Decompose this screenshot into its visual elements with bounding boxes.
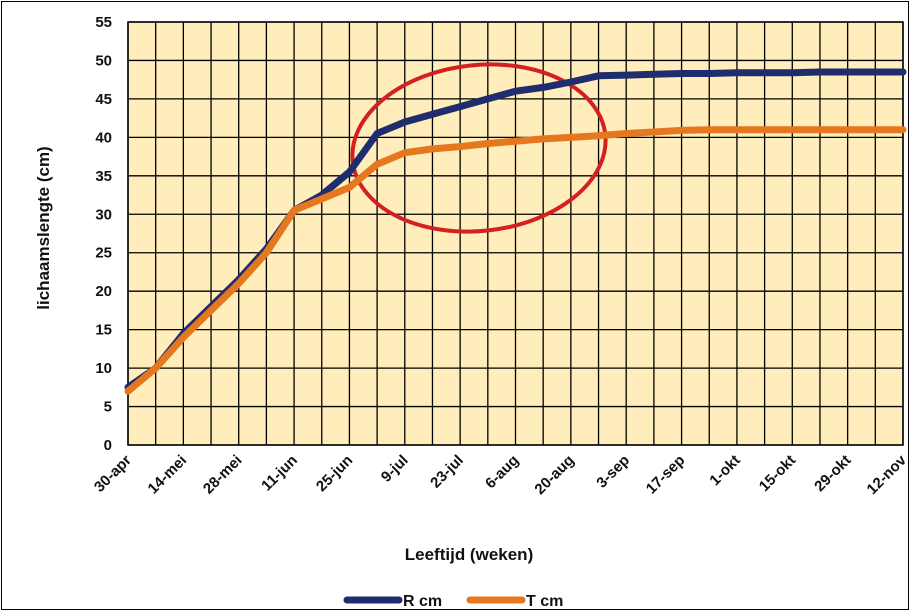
x-tick-label: 3-sep	[593, 452, 633, 492]
y-tick-label: 10	[95, 360, 112, 377]
x-tick-label: 12-nov	[864, 451, 910, 498]
x-tick-label: 20-aug	[531, 452, 577, 498]
x-tick-label: 14-mei	[145, 452, 191, 498]
series-line-t-cm	[124, 126, 907, 395]
x-tick-label: 11-jun	[258, 452, 301, 495]
x-tick-label: 25-jun	[313, 452, 356, 495]
y-tick-label: 15	[95, 322, 112, 339]
legend-label: T cm	[526, 593, 563, 610]
x-tick-label: 29-okt	[811, 452, 854, 495]
series-lines	[124, 68, 907, 395]
y-tick-label: 50	[95, 52, 112, 69]
y-tick-label: 30	[95, 206, 112, 223]
x-tick-label: 28-mei	[200, 452, 246, 498]
x-tick-label: 30-apr	[91, 452, 135, 496]
y-tick-label: 55	[95, 14, 112, 31]
x-axis-title: Leeftijd (weken)	[405, 545, 533, 564]
y-tick-label: 20	[95, 283, 112, 300]
x-tick-label: 1-okt	[706, 452, 743, 489]
y-tick-label: 35	[95, 168, 112, 185]
legend-label: R cm	[403, 593, 442, 610]
y-tick-label: 45	[95, 91, 112, 108]
y-tick-labels: 0 5 10 15 20 25 30 35 40 45 50 55	[95, 14, 112, 454]
y-axis-title: lichaamslengte (cm)	[34, 146, 53, 309]
y-tick-label: 5	[104, 399, 112, 416]
legend: R cm T cm	[343, 593, 563, 610]
x-tick-label: 9-jul	[378, 452, 412, 486]
x-tick-label: 6-aug	[482, 452, 522, 492]
grid-lines	[127, 21, 904, 446]
x-tick-labels: 30-apr 14-mei 28-mei 11-jun 25-jun 9-jul 23-ju…	[91, 451, 910, 498]
y-tick-label: 25	[95, 245, 112, 262]
x-tick-label: 17-sep	[643, 452, 689, 498]
x-tick-label: 23-jul	[427, 452, 467, 492]
y-tick-label: 40	[95, 129, 112, 146]
y-tick-label: 0	[104, 437, 112, 454]
x-tick-label: 15-okt	[756, 452, 799, 495]
